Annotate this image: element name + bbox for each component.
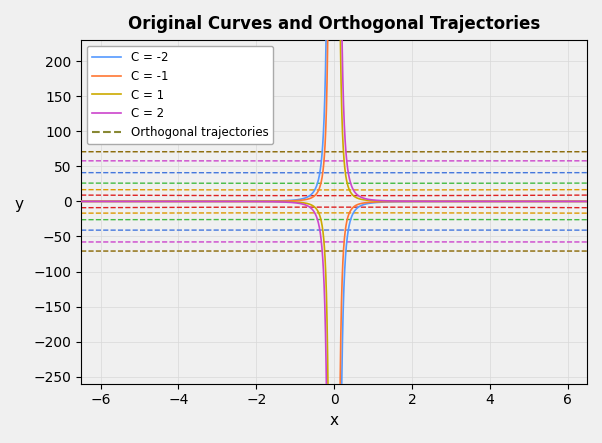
- C = -2: [494, 199, 501, 204]
- C = 2: [494, 199, 501, 204]
- Line: C = -2: C = -2: [81, 0, 587, 443]
- Orthogonal trajectories: [169, 193, 176, 198]
- Orthogonal trajectories: [271, 193, 278, 198]
- Line: C = -1: C = -1: [81, 0, 587, 443]
- C = 2: [78, 199, 85, 204]
- C = 2: [583, 199, 591, 204]
- C = 1: [271, 199, 278, 204]
- C = -2: [169, 199, 176, 204]
- C = -1: [271, 198, 278, 204]
- Line: C = 2: C = 2: [81, 0, 587, 443]
- Orthogonal trajectories: [583, 192, 591, 198]
- C = 1: [78, 199, 85, 204]
- Y-axis label: y: y: [15, 197, 24, 212]
- C = 1: [583, 199, 591, 204]
- Orthogonal trajectories: [381, 193, 388, 198]
- Orthogonal trajectories: [78, 192, 85, 198]
- Orthogonal trajectories: [494, 193, 501, 198]
- Orthogonal trajectories: [330, 193, 338, 198]
- C = -1: [494, 199, 501, 204]
- C = -1: [78, 199, 85, 204]
- C = -2: [583, 199, 591, 204]
- Line: C = 1: C = 1: [81, 0, 587, 443]
- C = -1: [169, 199, 176, 204]
- C = 1: [169, 199, 176, 204]
- Orthogonal trajectories: [406, 193, 414, 198]
- C = -2: [78, 199, 85, 204]
- C = 2: [271, 199, 278, 205]
- C = -2: [455, 199, 462, 204]
- C = -1: [455, 199, 462, 204]
- C = -1: [583, 199, 591, 204]
- Line: Orthogonal trajectories: Orthogonal trajectories: [81, 195, 587, 196]
- C = 1: [406, 198, 414, 204]
- C = 2: [169, 199, 176, 204]
- C = 1: [381, 198, 388, 204]
- C = -1: [406, 199, 414, 204]
- C = -2: [271, 198, 278, 204]
- C = 1: [455, 199, 462, 204]
- Orthogonal trajectories: [455, 193, 462, 198]
- C = 2: [381, 198, 388, 203]
- C = -2: [406, 199, 414, 204]
- Title: Original Curves and Orthogonal Trajectories: Original Curves and Orthogonal Trajector…: [128, 15, 540, 33]
- C = 2: [455, 199, 462, 204]
- Legend: C = -2, C = -1, C = 1, C = 2, Orthogonal trajectories: C = -2, C = -1, C = 1, C = 2, Orthogonal…: [87, 46, 273, 144]
- C = 2: [406, 198, 414, 204]
- C = -1: [381, 199, 388, 204]
- X-axis label: x: x: [329, 413, 338, 428]
- C = -2: [381, 199, 388, 205]
- C = 1: [494, 199, 501, 204]
